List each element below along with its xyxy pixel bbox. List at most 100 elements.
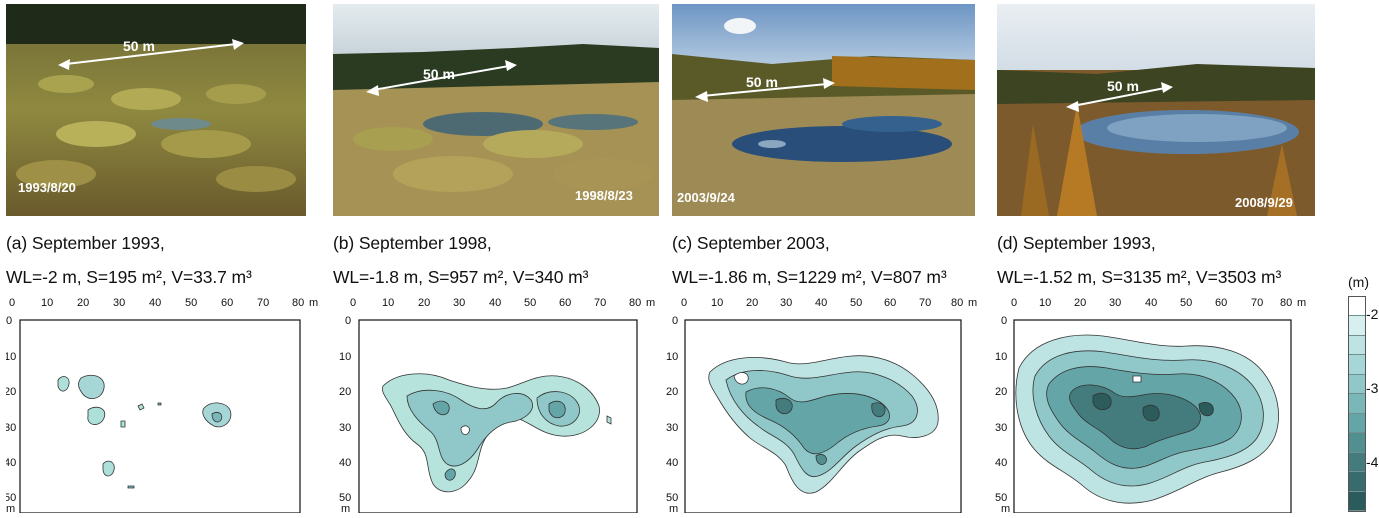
svg-text:20: 20	[746, 297, 758, 309]
date-stamp-d: 2008/9/29	[1235, 195, 1293, 210]
svg-text:0: 0	[672, 315, 678, 327]
svg-text:20: 20	[995, 386, 1007, 398]
svg-text:20: 20	[6, 386, 16, 398]
depth-map-a: 0 10 20 30 40 50 60 70 80 m 0 10 20 30 40 50 m	[4, 296, 336, 518]
pond-contours-c	[708, 355, 939, 494]
depth-map-d: 0 10 20 30 40 50 60 70 80 m 0 10 20 30 40 50 m	[983, 296, 1313, 518]
svg-text:m: m	[6, 503, 15, 513]
depth-map-c: 0 10 20 30 40 50 60 70 80 m 0 10 20 30 40 50 m	[666, 296, 986, 518]
svg-text:20: 20	[339, 386, 351, 398]
svg-text:50: 50	[666, 492, 678, 504]
svg-text:30: 30	[666, 422, 678, 434]
y-axis-c: 0 10 20 30 40 50 m	[666, 315, 678, 515]
svg-text:10: 10	[382, 297, 394, 309]
svg-text:0: 0	[350, 297, 356, 309]
caption-stats-a: WL=-2 m, S=195 m², V=33.7 m³	[6, 267, 252, 287]
colorbar-swatch	[1349, 452, 1365, 473]
svg-text:0: 0	[9, 297, 15, 309]
colorbar-swatch	[1349, 394, 1365, 414]
pond-contours-b	[382, 373, 612, 493]
svg-text:30: 30	[1109, 297, 1121, 309]
svg-text:60: 60	[221, 297, 233, 309]
pond-contours-d	[1015, 334, 1279, 504]
svg-text:40: 40	[489, 297, 501, 309]
svg-text:40: 40	[1145, 297, 1157, 309]
depth-map-b: 0 10 20 30 40 50 60 70 80 m 0 10 20 30 40 50 m	[337, 296, 667, 518]
colorbar-swatch	[1349, 433, 1365, 453]
panel-b: 50 m 1998/8/23 (b) September 1998, WL=-1…	[333, 0, 663, 515]
panel-d: 50 m 2008/9/29 (d) September 1993, WL=-1…	[995, 0, 1327, 515]
svg-text:30: 30	[339, 422, 351, 434]
date-stamp-b: 1998/8/23	[575, 188, 633, 203]
colorbar-tick-neg4: -4	[1366, 454, 1379, 470]
svg-text:10: 10	[711, 297, 723, 309]
svg-text:0: 0	[345, 315, 351, 327]
svg-text:50: 50	[1180, 297, 1192, 309]
svg-text:80: 80	[629, 297, 641, 309]
svg-text:40: 40	[149, 297, 161, 309]
svg-text:50: 50	[185, 297, 197, 309]
y-axis-b: 0 10 20 30 40 50 m	[339, 315, 351, 515]
svg-text:10: 10	[6, 351, 16, 363]
distance-label-d: 50 m	[1107, 78, 1139, 94]
svg-text:0: 0	[1001, 315, 1007, 327]
svg-text:30: 30	[6, 422, 16, 434]
colorbar: (m) -2 -3 -4	[1346, 274, 1379, 513]
svg-text:10: 10	[339, 351, 351, 363]
svg-text:10: 10	[995, 351, 1007, 363]
svg-text:30: 30	[780, 297, 792, 309]
svg-text:50: 50	[850, 297, 862, 309]
svg-text:40: 40	[995, 457, 1007, 469]
svg-text:40: 40	[666, 457, 678, 469]
svg-text:50: 50	[524, 297, 536, 309]
svg-text:50: 50	[6, 492, 16, 504]
svg-text:30: 30	[113, 297, 125, 309]
svg-text:10: 10	[666, 351, 678, 363]
photo-d: 50 m 2008/9/29	[997, 4, 1315, 216]
svg-text:m: m	[1001, 503, 1010, 513]
svg-text:80: 80	[292, 297, 304, 309]
svg-text:20: 20	[77, 297, 89, 309]
caption-title-b: (b) September 1998,	[333, 233, 492, 253]
colorbar-swatch	[1349, 355, 1365, 375]
caption-title-c: (c) September 2003,	[672, 233, 830, 253]
colorbar-swatch	[1349, 491, 1365, 511]
panel-c: 50 m 2003/9/24 (c) September 2003, WL=-1…	[666, 0, 1002, 515]
colorbar-swatch	[1349, 413, 1365, 434]
svg-text:70: 70	[1251, 297, 1263, 309]
distance-label-b: 50 m	[423, 66, 455, 82]
svg-text:50: 50	[995, 492, 1007, 504]
svg-text:40: 40	[815, 297, 827, 309]
distance-label-a: 50 m	[123, 38, 155, 54]
photo-c: 50 m 2003/9/24	[672, 4, 975, 216]
colorbar-swatch	[1349, 316, 1365, 336]
colorbar-swatch	[1349, 335, 1365, 356]
y-axis-d: 0 10 20 30 40 50 m	[995, 315, 1010, 515]
svg-text:70: 70	[919, 297, 931, 309]
svg-text:0: 0	[1011, 297, 1017, 309]
svg-text:20: 20	[666, 386, 678, 398]
x-axis-b: 0 10 20 30 40 50 60 70 80 m	[350, 297, 655, 309]
svg-text:m: m	[669, 503, 678, 513]
svg-text:m: m	[646, 297, 655, 309]
svg-text:80: 80	[951, 297, 963, 309]
svg-text:80: 80	[1280, 297, 1292, 309]
svg-text:m: m	[309, 297, 318, 309]
panel-a: 50 m 1993/8/20 (a) September 1993, WL=-2…	[4, 0, 336, 515]
svg-text:0: 0	[6, 315, 12, 327]
svg-text:50: 50	[339, 492, 351, 504]
colorbar-swatch	[1349, 374, 1365, 395]
photo-a: 50 m 1993/8/20	[6, 4, 306, 216]
svg-text:m: m	[341, 503, 350, 513]
caption-stats-d: WL=-1.52 m, S=3135 m², V=3503 m³	[997, 267, 1282, 287]
colorbar-unit: (m)	[1348, 274, 1369, 290]
caption-stats-c: WL=-1.86 m, S=1229 m², V=807 m³	[672, 267, 947, 287]
svg-text:40: 40	[339, 457, 351, 469]
pond-contours-a	[57, 374, 232, 489]
distance-label-c: 50 m	[746, 74, 778, 90]
date-stamp-c: 2003/9/24	[677, 190, 736, 205]
photo-b: 50 m 1998/8/23	[333, 4, 659, 216]
caption-title-a: (a) September 1993,	[6, 233, 165, 253]
svg-text:60: 60	[559, 297, 571, 309]
colorbar-swatch	[1349, 472, 1365, 492]
